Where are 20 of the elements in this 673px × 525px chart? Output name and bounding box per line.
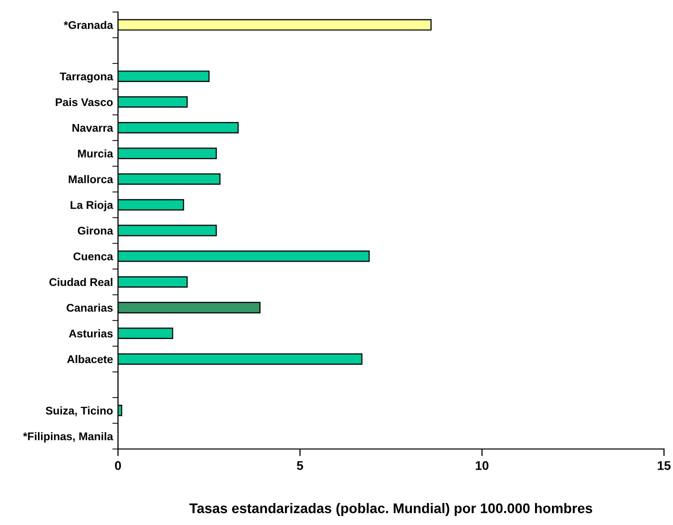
y-tick-label: Pais Vasco xyxy=(56,98,113,106)
y-tick-label: Tarragona xyxy=(60,72,114,83)
y-tick-label: Cuenca xyxy=(73,252,114,260)
y-tick-label: Albacete xyxy=(67,355,113,364)
y-tick-label: Ciudad Real xyxy=(49,278,112,286)
x-axis-title: Tasas estandarizadas (poblac. Mundial) por 100.000 hombres xyxy=(189,503,592,516)
y-tick-label: Navarra xyxy=(72,124,114,132)
y-tick-label: La Rioja xyxy=(70,200,114,212)
x-tick-label: 10 xyxy=(476,461,488,470)
x-tick-label: 0 xyxy=(115,461,121,470)
y-tick-label: Murcia xyxy=(78,149,114,158)
y-tick-label: *Granada xyxy=(64,20,114,29)
y-tick-label: Asturias xyxy=(68,329,113,338)
y-tick-label: Canarias xyxy=(66,304,113,312)
y-tick-label: Mallorca xyxy=(68,175,114,184)
x-tick-label: 15 xyxy=(658,461,671,470)
y-tick-label: *Filipinas, Manila xyxy=(23,432,114,442)
y-tick-label: Girona xyxy=(78,226,114,235)
x-tick-label: 5 xyxy=(296,461,304,470)
y-tick-label: Suiza, Ticino xyxy=(46,406,113,416)
